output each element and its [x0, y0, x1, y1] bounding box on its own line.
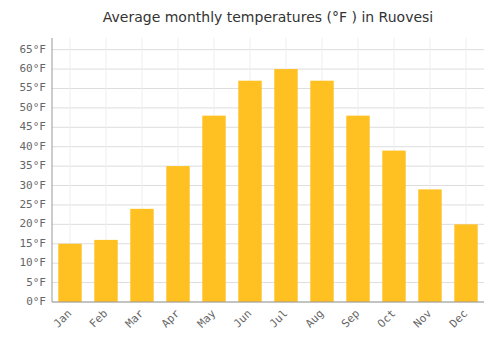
- bars: [58, 69, 477, 302]
- x-tick-label: Mar: [123, 307, 147, 331]
- x-tick-label: Jul: [267, 307, 290, 330]
- y-tick-label: 20°F: [20, 217, 47, 230]
- y-tick-label: 65°F: [20, 43, 47, 56]
- x-tick-label: Aug: [303, 307, 326, 330]
- bar: [310, 81, 333, 302]
- y-tick-label: 45°F: [20, 120, 47, 133]
- y-grid-line: [52, 69, 484, 70]
- x-tick-label: Nov: [411, 307, 435, 331]
- y-tick-label: 15°F: [20, 237, 47, 250]
- y-tick-label: 5°F: [26, 276, 46, 289]
- bar: [94, 240, 117, 302]
- chart-title: Average monthly temperatures (°F ) in Ru…: [103, 9, 433, 25]
- x-tick-label: May: [195, 307, 219, 331]
- y-grid-line: [52, 302, 484, 303]
- chart-svg: Average monthly temperatures (°F ) in Ru…: [0, 0, 500, 350]
- y-tick-label: 25°F: [20, 198, 47, 211]
- x-tick-label: Jun: [231, 307, 254, 330]
- x-tick-label: Dec: [447, 307, 470, 330]
- y-tick-label: 35°F: [20, 159, 47, 172]
- bar: [202, 116, 225, 302]
- bar: [454, 224, 477, 302]
- x-axis-line: [52, 302, 484, 303]
- bar: [274, 69, 297, 302]
- y-tick-label: 30°F: [20, 179, 47, 192]
- y-tick-label: 0°F: [26, 295, 46, 308]
- y-tick-label: 60°F: [20, 62, 47, 75]
- y-grid-line: [52, 107, 484, 108]
- bar: [130, 209, 153, 302]
- y-axis-line: [52, 38, 53, 302]
- bar: [346, 116, 369, 302]
- y-grid-line: [52, 49, 484, 50]
- y-tick-label: 40°F: [20, 140, 47, 153]
- x-tick-label: Jan: [51, 307, 74, 330]
- x-tick-label: Feb: [87, 307, 110, 330]
- y-grid-line: [52, 146, 484, 147]
- bar: [382, 151, 405, 302]
- x-tick-label: Apr: [159, 307, 183, 331]
- x-tick-label: Oct: [375, 307, 398, 330]
- y-grid-line: [52, 185, 484, 186]
- y-grid-line: [52, 166, 484, 167]
- bar: [58, 244, 81, 302]
- y-tick-label: 10°F: [20, 256, 47, 269]
- bar: [418, 189, 441, 302]
- grid: [52, 38, 484, 302]
- x-tick-label: Sep: [339, 307, 362, 330]
- chart-container: Average monthly temperatures (°F ) in Ru…: [0, 0, 500, 350]
- y-grid-line: [52, 88, 484, 89]
- y-tick-label: 55°F: [20, 81, 47, 94]
- bar: [238, 81, 261, 302]
- y-grid-line: [52, 127, 484, 128]
- bar: [166, 166, 189, 302]
- y-tick-label: 50°F: [20, 101, 47, 114]
